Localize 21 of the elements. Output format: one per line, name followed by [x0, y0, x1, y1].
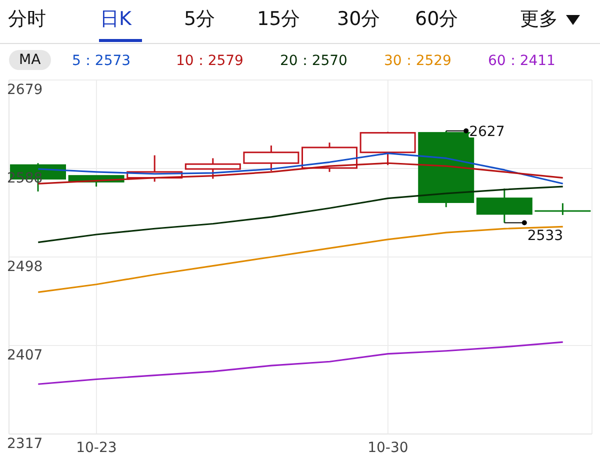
text: 日K [100, 7, 132, 32]
y-tick-label: 2317 [7, 436, 43, 452]
text: 20：2570 [280, 52, 348, 70]
text: 60：2411 [488, 52, 556, 70]
x-tick-label: 10-30 [368, 440, 408, 456]
annotation: 2533 [527, 228, 564, 244]
x-tick-label: 10-23 [76, 440, 117, 456]
text: 60分 [415, 7, 458, 32]
text: 5：2573 [72, 52, 131, 70]
y-tick-label: 2679 [7, 82, 43, 98]
text: 30分 [337, 7, 380, 32]
text: 更多 [520, 7, 559, 32]
y-tick-label: 2498 [7, 259, 43, 275]
text: 10：2579 [176, 52, 244, 70]
text: 15分 [257, 7, 300, 32]
text: 30：2529 [384, 52, 452, 70]
text: 分时 [8, 7, 46, 32]
annotation: 2627 [469, 124, 505, 140]
legend-title: MA [9, 50, 51, 70]
y-tick-label: 2407 [7, 348, 43, 364]
text: 5分 [184, 7, 216, 32]
